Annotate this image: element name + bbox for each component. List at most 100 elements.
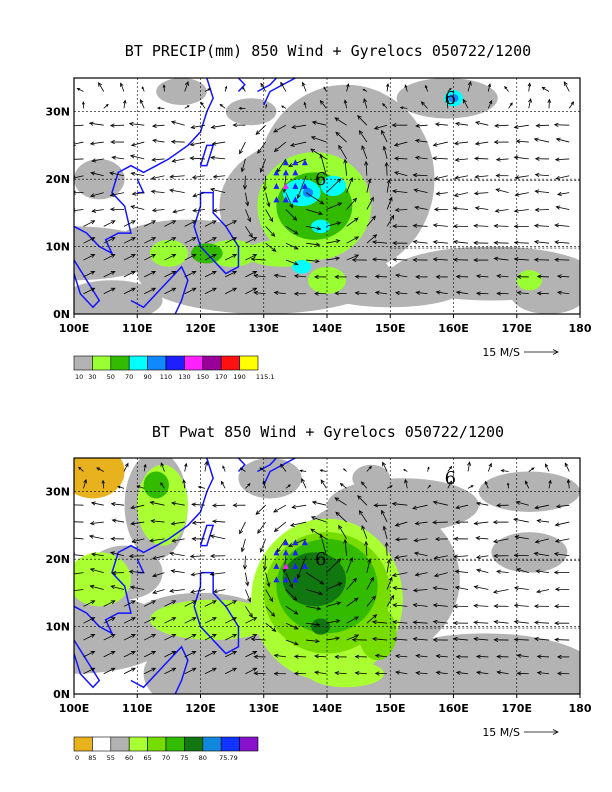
wind-arrow-head	[150, 519, 156, 524]
wind-arrow-head	[69, 589, 73, 592]
wind-arrow	[326, 202, 342, 210]
wind-arrow-head	[316, 606, 322, 611]
wind-arrow	[557, 192, 570, 195]
wind-arrow-head	[212, 634, 217, 638]
wind-arrow-head	[232, 287, 238, 292]
wind-arrow	[312, 501, 327, 506]
wind-arrow	[130, 504, 145, 509]
wind-arrow	[210, 157, 226, 160]
gyre-triangle	[273, 549, 280, 556]
wind-arrow-head	[369, 196, 374, 202]
wind-arrow-head	[255, 130, 261, 135]
wind-arrow	[537, 672, 550, 675]
wind-arrow	[274, 521, 287, 532]
wind-arrow	[190, 589, 206, 593]
wind-arrow	[171, 121, 185, 126]
wind-arrow-head	[335, 239, 341, 244]
x-tick-label: 120E	[185, 702, 215, 715]
wind-arrow	[366, 234, 377, 244]
wind-arrow-head	[293, 671, 299, 676]
wind-arrow	[355, 292, 367, 295]
wind-arrow-head	[363, 98, 368, 103]
wind-arrow	[254, 672, 266, 675]
wind-arrow-head	[287, 484, 291, 488]
wind-arrow	[290, 141, 307, 147]
wind-arrow-head	[128, 554, 134, 559]
wind-arrow-head	[315, 622, 321, 627]
wind-arrow-head	[556, 290, 562, 295]
wind-arrow	[475, 141, 489, 145]
wind-arrow-head	[371, 257, 377, 262]
wind-arrow	[204, 220, 217, 227]
wind-arrow	[386, 485, 393, 489]
wind-arrow	[528, 83, 531, 92]
wind-arrow	[83, 271, 95, 278]
wind-arrow-head	[88, 534, 94, 539]
wind-arrow	[366, 215, 376, 227]
wind-arrow	[372, 638, 388, 641]
wind-arrow-head	[222, 465, 225, 469]
wind-arrow-head	[357, 495, 362, 500]
wind-arrow-head	[248, 613, 253, 618]
wind-arrow-head	[399, 106, 404, 110]
colorbar-label: 70	[162, 754, 170, 762]
y-tick-label: 30N	[45, 486, 70, 499]
wind-arrow	[436, 655, 448, 658]
colorbar-swatch	[239, 736, 259, 752]
wind-arrow-head	[110, 254, 116, 258]
gyre-triangle	[273, 576, 280, 583]
wind-arrow-head	[212, 254, 217, 258]
wind-arrow	[386, 215, 395, 227]
gyre-triangle	[292, 539, 299, 546]
wind-arrow	[381, 130, 388, 143]
wind-arrow	[274, 654, 286, 658]
wind-arrow	[163, 85, 165, 92]
wind-arrow	[536, 570, 550, 574]
wind-arrow	[78, 467, 84, 472]
wind-arrow	[192, 503, 205, 506]
wind-arrow-head	[334, 497, 340, 502]
wind-arrow	[395, 538, 408, 540]
wind-arrow	[493, 538, 509, 543]
wind-arrow	[433, 224, 448, 227]
ref-vector-label: 15 M/S	[482, 346, 520, 359]
wind-arrow-head	[454, 569, 460, 574]
colorbar-label: 65	[143, 754, 151, 762]
wind-arrow-head	[90, 254, 96, 258]
colorbar-label: 55	[107, 754, 115, 762]
wind-arrow	[433, 587, 448, 590]
wind-arrow-head	[395, 290, 400, 296]
wind-arrow-head	[534, 172, 540, 177]
wind-arrow-head	[141, 86, 145, 90]
colorbar: 0 85 55 60 65 70 75 80 75.79	[73, 736, 259, 762]
wind-arrow-head	[151, 237, 157, 242]
wind-arrow	[91, 553, 104, 557]
wind-arrow-head	[293, 245, 299, 250]
x-tick-label: 180	[569, 702, 592, 715]
wind-arrow	[335, 672, 347, 675]
wind-arrow-head	[536, 589, 541, 594]
wind-arrow-head	[232, 600, 238, 605]
wind-arrow-head	[496, 569, 501, 574]
wind-arrow-head	[151, 123, 157, 128]
wind-arrow-head	[533, 604, 539, 609]
x-tick-label: 140E	[312, 322, 342, 335]
wind-arrow-head	[240, 167, 245, 173]
wind-arrow-head	[270, 232, 276, 237]
shade-area	[311, 618, 331, 635]
wind-arrow	[144, 651, 156, 658]
wind-arrow	[123, 651, 136, 658]
wind-arrow-head	[475, 654, 481, 659]
gyre-triangles	[273, 159, 308, 203]
wind-arrow-head	[353, 597, 359, 602]
wind-arrow	[365, 161, 368, 176]
shade-area	[149, 239, 188, 267]
colorbar-label: 130	[178, 373, 190, 381]
x-tick-label: 110E	[122, 322, 152, 335]
wind-arrow	[474, 192, 489, 194]
colorbar-swatch	[202, 355, 222, 371]
wind-arrow	[476, 569, 489, 574]
wind-arrow	[123, 237, 136, 244]
wind-arrow-head	[171, 237, 177, 242]
wind-arrow	[251, 258, 266, 261]
